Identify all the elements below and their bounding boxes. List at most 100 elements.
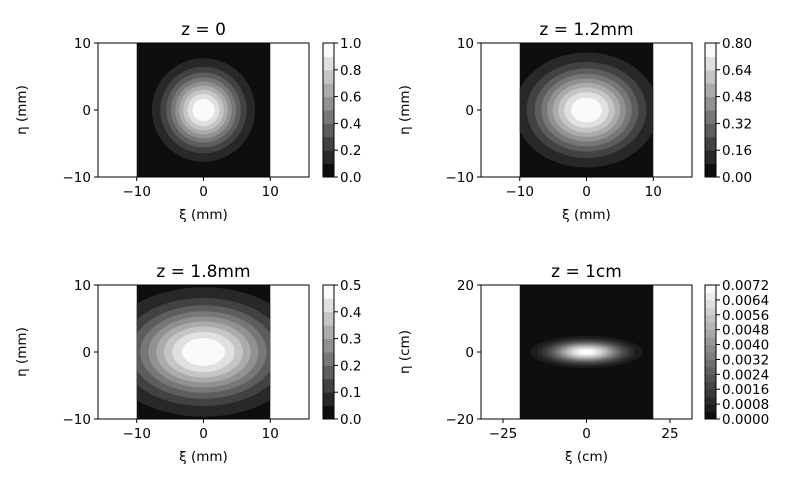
contour-band xyxy=(578,349,595,355)
colorbar-segment xyxy=(323,392,334,407)
colorbar-segment xyxy=(323,56,334,71)
x-tick-label: 25 xyxy=(661,426,678,442)
colorbar-segment xyxy=(323,298,334,313)
field-image xyxy=(136,285,271,419)
colorbar-segment xyxy=(323,43,334,57)
colorbar-tick-label: 0.0056 xyxy=(722,308,769,324)
y-tick-label: 10 xyxy=(74,36,91,52)
colorbar-segment xyxy=(323,136,334,151)
colorbar-segment xyxy=(705,344,716,353)
colorbar-tick-label: 0.0040 xyxy=(722,338,769,354)
colorbar-segment xyxy=(705,314,716,323)
colorbar-segment xyxy=(705,329,716,338)
colorbar-tick-label: 0.0072 xyxy=(722,278,769,294)
colorbar-segment xyxy=(323,83,334,98)
colorbar-segment xyxy=(705,352,716,360)
colorbar-tick-label: 0.0048 xyxy=(722,323,769,339)
subplot-title: z = 1.2mm xyxy=(539,20,633,40)
colorbar-tick-label: 0.0064 xyxy=(722,293,769,309)
colorbar-segment xyxy=(705,374,716,383)
colorbar-tick-label: 0.48 xyxy=(722,90,752,106)
colorbar-segment xyxy=(705,404,716,413)
contour-band xyxy=(192,98,215,122)
colorbar-segment xyxy=(323,338,334,353)
y-tick-label: 10 xyxy=(74,278,91,294)
colorbar-tick-label: 0.0032 xyxy=(722,352,769,368)
colorbar-tick-label: 0.16 xyxy=(722,143,752,159)
colorbar-segment xyxy=(323,365,334,380)
y-axis-label: η (mm) xyxy=(397,85,413,135)
x-tick-label: 0 xyxy=(199,426,208,442)
colorbar-segment xyxy=(705,150,716,165)
colorbar-segment xyxy=(323,163,334,178)
y-tick-label: 0 xyxy=(82,103,91,119)
colorbar-segment xyxy=(705,389,716,398)
colorbar-segment xyxy=(323,352,334,366)
y-tick-label: −10 xyxy=(63,412,92,428)
y-tick-label: 0 xyxy=(465,345,474,361)
colorbar-segment xyxy=(323,378,334,393)
contour-band xyxy=(571,97,602,123)
colorbar-segment xyxy=(705,366,716,375)
subplot-2: −10 0 10 −10 0 10 z = 1.2mm ξ (mm) η (mm) 0.00 0.1… xyxy=(397,20,752,223)
colorbar-frame xyxy=(704,42,717,178)
x-tick-label: −25 xyxy=(489,426,518,442)
field-image xyxy=(519,285,654,419)
x-tick-label: 0 xyxy=(582,426,591,442)
colorbar-tick-label: 0.0 xyxy=(340,170,361,186)
colorbar-tick-label: 0.0000 xyxy=(722,412,769,428)
colorbar-tick-label: 0.1 xyxy=(340,385,361,401)
colorbar-segment xyxy=(705,163,716,178)
x-axis-label: ξ (cm) xyxy=(565,449,608,465)
y-tick-label: −10 xyxy=(446,170,475,186)
y-axis-label: η (mm) xyxy=(14,327,30,377)
x-tick-label: −10 xyxy=(122,184,151,200)
colorbar-segment xyxy=(705,110,716,124)
colorbar: 0.00000.00080.00160.00240.00320.00400.00… xyxy=(704,278,769,428)
x-tick-label: −10 xyxy=(505,184,534,200)
x-tick-label: 10 xyxy=(645,184,662,200)
colorbar-tick-label: 0.32 xyxy=(722,116,752,132)
colorbar-frame xyxy=(704,284,717,420)
y-tick-label: 0 xyxy=(82,345,91,361)
colorbar-tick-label: 0.80 xyxy=(722,36,752,52)
colorbar-segment xyxy=(323,69,334,84)
colorbar-segment xyxy=(705,411,716,420)
colorbar-tick-label: 0.2 xyxy=(340,143,361,159)
colorbar-segment xyxy=(323,405,334,420)
colorbar-segment xyxy=(705,56,716,71)
y-tick-label: 20 xyxy=(457,278,474,294)
colorbar-segment xyxy=(705,381,716,390)
colorbar-tick-label: 0.4 xyxy=(340,116,361,132)
colorbar-segment xyxy=(705,123,716,138)
colorbar: 0.0 0.1 0.2 0.3 0.4 0.5 xyxy=(322,278,361,428)
colorbar-tick-label: 0.3 xyxy=(340,332,361,348)
x-tick-label: −10 xyxy=(122,426,151,442)
colorbar-segment xyxy=(323,96,334,111)
colorbar-segment xyxy=(323,325,334,340)
colorbar-tick-label: 0.5 xyxy=(340,278,361,294)
subplot-title: z = 0 xyxy=(181,20,226,40)
colorbar-segment xyxy=(323,311,334,326)
colorbar-tick-label: 0.0008 xyxy=(722,397,769,413)
colorbar: 0.00 0.16 0.32 0.48 0.64 0.80 xyxy=(704,36,752,186)
colorbar-tick-label: 0.8 xyxy=(340,63,361,79)
field-image xyxy=(519,43,654,177)
colorbar-segment xyxy=(705,43,716,57)
colorbar-tick-label: 0.4 xyxy=(340,305,361,321)
y-tick-label: 10 xyxy=(457,36,474,52)
colorbar-segment xyxy=(705,337,716,346)
colorbar-segment xyxy=(705,322,716,331)
colorbar-tick-label: 0.2 xyxy=(340,358,361,374)
x-axis-label: ξ (mm) xyxy=(562,207,611,223)
colorbar-segment xyxy=(705,396,716,405)
colorbar-segment xyxy=(705,136,716,151)
colorbar-segment xyxy=(705,69,716,84)
colorbar-tick-label: 0.00 xyxy=(722,170,752,186)
colorbar-tick-label: 0.0016 xyxy=(722,382,769,398)
colorbar-tick-label: 0.6 xyxy=(340,90,361,106)
colorbar-frame xyxy=(322,284,335,420)
colorbar-tick-label: 0.0024 xyxy=(722,367,769,383)
